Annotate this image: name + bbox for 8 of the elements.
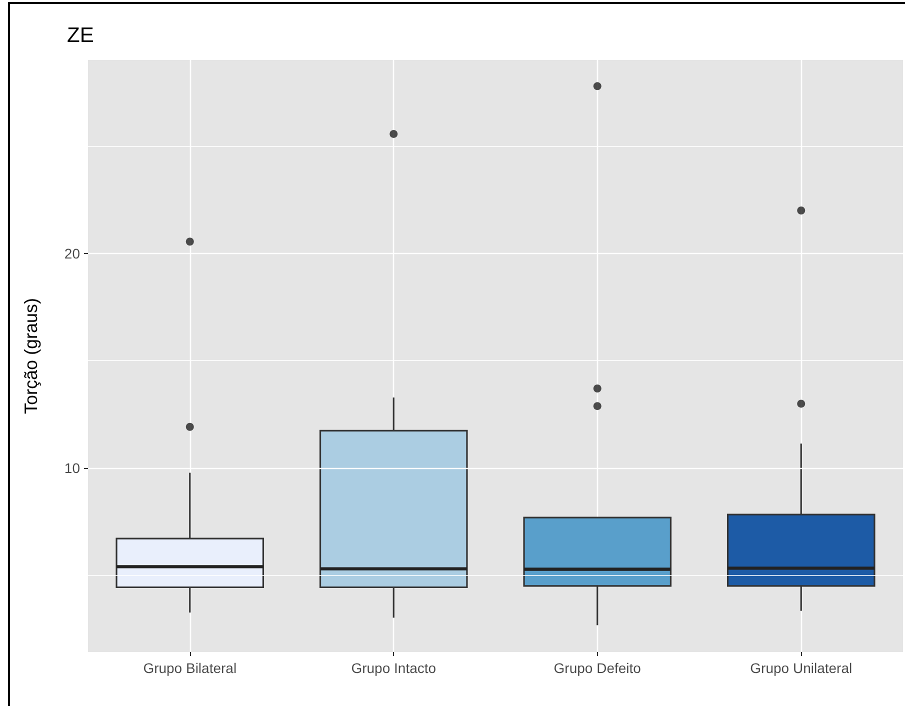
x-tick-label: Grupo Unilateral [750,660,852,676]
x-tick-label: Grupo Intacto [351,660,436,676]
x-tick-label: Grupo Bilateral [143,660,237,676]
y-axis-title: Torção (graus) [21,298,41,414]
x-tick-label: Grupo Defeito [554,660,642,676]
chart-title: ZE [67,24,94,47]
y-tick-label: 10 [64,460,80,476]
y-tick-label: 20 [64,245,80,262]
